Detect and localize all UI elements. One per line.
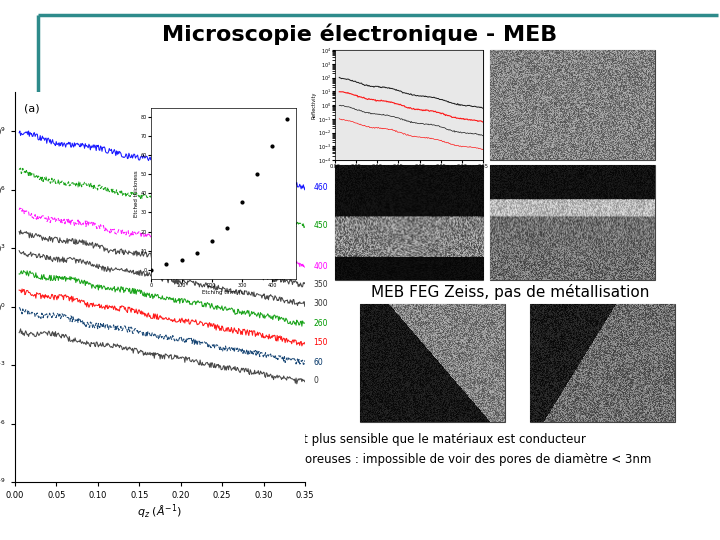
Text: Microscopie électronique - MEB: Microscopie électronique - MEB	[163, 23, 557, 45]
Text: 0: 0	[313, 376, 318, 386]
Text: 150: 150	[313, 339, 328, 347]
Text: 60: 60	[313, 358, 323, 367]
Bar	[490, 165, 655, 280]
Y-axis label: Reflectivity: Reflectivity	[312, 91, 316, 119]
Bar	[490, 50, 655, 160]
Bar	[360, 304, 505, 422]
Bar	[335, 50, 483, 160]
Bar	[530, 304, 675, 422]
Bar	[22, 95, 252, 185]
Text: (b): (b)	[365, 307, 379, 317]
X-axis label: $q_z$ $(\AA^{-1})$: $q_z$ $(\AA^{-1})$	[398, 171, 420, 181]
Text: (a): (a)	[464, 53, 478, 63]
Text: (c): (c)	[535, 307, 549, 317]
X-axis label: $q_z$ $(\AA^{-1})$: $q_z$ $(\AA^{-1})$	[138, 503, 183, 521]
Text: (d): (d)	[637, 168, 652, 178]
Text: (b): (b)	[637, 53, 652, 63]
Text: ►  D'autant plus sensible que le matériaux est conducteur: ► D'autant plus sensible que le matériau…	[240, 434, 586, 447]
Text: 300: 300	[313, 299, 328, 308]
Text: ►  Silices poreuses : impossible de voir des pores de diamètre < 3nm: ► Silices poreuses : impossible de voir …	[240, 454, 652, 467]
Text: - Contrôle de l’épaisseur: - Contrôle de l’épaisseur	[32, 155, 243, 171]
Text: 400: 400	[313, 262, 328, 271]
Bar	[335, 165, 483, 280]
Text: 350: 350	[313, 280, 328, 289]
Text: - Topologie de la section: - Topologie de la section	[32, 130, 240, 145]
Text: (c): (c)	[467, 168, 480, 178]
Text: 450: 450	[313, 221, 328, 230]
Text: - Topologie de surface: - Topologie de surface	[32, 104, 221, 118]
Text: (a): (a)	[24, 104, 40, 114]
Text: 260: 260	[313, 319, 328, 328]
Text: MEB FEG Zeiss, pas de métallisation: MEB FEG Zeiss, pas de métallisation	[371, 284, 649, 300]
Text: 460: 460	[313, 183, 328, 192]
